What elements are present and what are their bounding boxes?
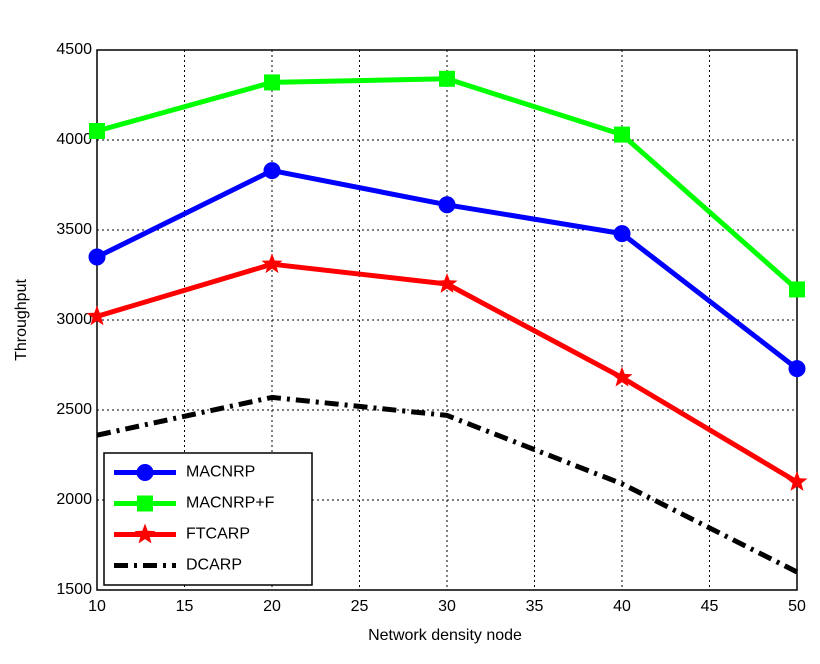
legend-marker xyxy=(136,464,154,481)
series-line xyxy=(96,394,799,575)
marker xyxy=(614,126,630,143)
y-tick-label: 4500 xyxy=(56,41,92,58)
y-tick-label: 1500 xyxy=(56,581,92,598)
x-tick-label: 10 xyxy=(88,598,106,615)
y-tick-label: 2500 xyxy=(56,401,92,418)
legend-label: DCARP xyxy=(186,557,242,574)
y-axis-label: Throughput xyxy=(13,279,30,361)
x-axis-label: Network density node xyxy=(368,627,522,644)
x-tick-label: 20 xyxy=(263,598,281,615)
marker xyxy=(263,162,281,180)
legend-label: MACNRP xyxy=(186,464,255,481)
marker xyxy=(439,70,455,87)
marker xyxy=(789,281,805,298)
marker xyxy=(788,360,806,378)
legend-label: FTCARP xyxy=(186,526,250,543)
y-tick-label: 4000 xyxy=(56,131,92,148)
y-tick-label: 3000 xyxy=(56,311,92,328)
x-tick-label: 45 xyxy=(701,598,719,615)
marker xyxy=(88,248,106,266)
x-tick-label: 30 xyxy=(438,598,456,615)
legend: MACNRP MACNRP+F FTCARP DCARP xyxy=(103,452,313,586)
y-tick-label: 3500 xyxy=(56,221,92,238)
marker xyxy=(613,225,631,243)
legend-marker xyxy=(134,523,156,544)
x-tick-label: 15 xyxy=(176,598,194,615)
x-tick-label: 25 xyxy=(351,598,369,615)
marker xyxy=(611,366,633,387)
y-tick-label: 2000 xyxy=(56,491,92,508)
marker xyxy=(786,471,808,491)
marker xyxy=(261,253,283,274)
x-tick-label: 35 xyxy=(526,598,544,615)
marker xyxy=(86,305,108,326)
marker xyxy=(438,196,456,214)
legend-marker xyxy=(137,495,153,512)
x-tick-label: 40 xyxy=(613,598,631,615)
marker xyxy=(436,273,458,293)
marker xyxy=(264,74,280,91)
marker xyxy=(89,123,105,139)
x-tick-label: 50 xyxy=(788,598,806,615)
legend-label: MACNRP+F xyxy=(186,495,275,512)
